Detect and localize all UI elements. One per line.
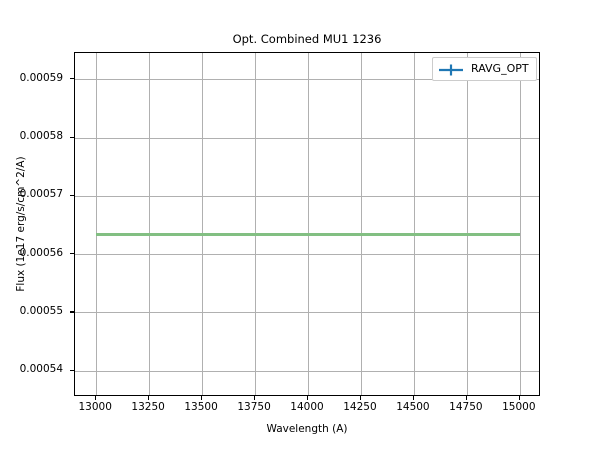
y-tick-mark — [70, 369, 74, 371]
gridline-vertical — [413, 53, 415, 395]
gridline-vertical — [519, 53, 521, 395]
x-tick-mark — [307, 396, 309, 400]
y-tick-mark — [70, 136, 74, 138]
x-tick-mark — [254, 396, 256, 400]
x-tick-mark — [359, 396, 362, 400]
grid-layer — [75, 53, 539, 395]
x-axis-label: Wavelength (A) — [266, 423, 348, 435]
y-tick-label: 0.00058 — [19, 130, 63, 143]
y-tick-label: 0.00059 — [19, 71, 63, 84]
y-axis-label: Flux (1e17 erg/s/cm^2/A) — [15, 156, 27, 292]
x-tick-mark — [518, 396, 520, 400]
gridline-vertical — [308, 53, 309, 395]
x-tick-label: 13500 — [184, 401, 218, 413]
x-tick-label: 15000 — [502, 401, 536, 413]
series-line-ravg_opt — [96, 233, 520, 237]
gridline-horizontal — [75, 312, 539, 314]
x-tick-mark — [95, 396, 97, 400]
y-tick-label: 0.00056 — [19, 246, 63, 259]
x-tick-label: 14750 — [449, 401, 483, 413]
x-tick-mark — [412, 396, 414, 400]
y-tick-mark — [70, 253, 74, 255]
legend-label: RAVG_OPT — [471, 62, 529, 75]
y-tick-mark — [70, 194, 74, 196]
x-tick-label: 13000 — [78, 401, 112, 413]
gridline-horizontal — [75, 137, 539, 139]
gridline-horizontal — [75, 195, 539, 197]
gridline-vertical — [255, 53, 257, 395]
errorbar-plus-icon — [439, 64, 463, 76]
y-tick-label: 0.00054 — [19, 363, 63, 376]
y-tick-mark — [70, 78, 74, 80]
y-tick-mark — [70, 311, 74, 313]
chart-title: Opt. Combined MU1 1236 — [232, 32, 382, 46]
gridline-vertical — [360, 53, 362, 395]
gridline-horizontal — [75, 370, 539, 372]
x-tick-label: 13750 — [237, 401, 271, 413]
gridline-vertical — [202, 53, 204, 395]
plot-area — [74, 52, 540, 396]
x-tick-mark — [201, 396, 203, 400]
gridline-horizontal — [75, 254, 539, 256]
x-tick-mark — [148, 396, 150, 400]
x-tick-mark — [465, 396, 467, 400]
x-tick-label: 14250 — [343, 401, 377, 413]
legend-marker-errorbar-icon — [438, 62, 464, 76]
gridline-vertical — [149, 53, 151, 395]
legend[interactable]: RAVG_OPT — [432, 57, 537, 81]
gridline-vertical — [466, 53, 468, 395]
y-tick-label: 0.00055 — [19, 304, 63, 317]
x-tick-label: 13250 — [131, 401, 165, 413]
gridline-vertical — [96, 53, 98, 395]
gridline-horizontal — [75, 79, 539, 81]
data-layer — [75, 53, 539, 395]
x-tick-label: 14500 — [396, 401, 430, 413]
x-tick-label: 14000 — [290, 401, 324, 413]
y-tick-label: 0.00057 — [19, 188, 63, 201]
